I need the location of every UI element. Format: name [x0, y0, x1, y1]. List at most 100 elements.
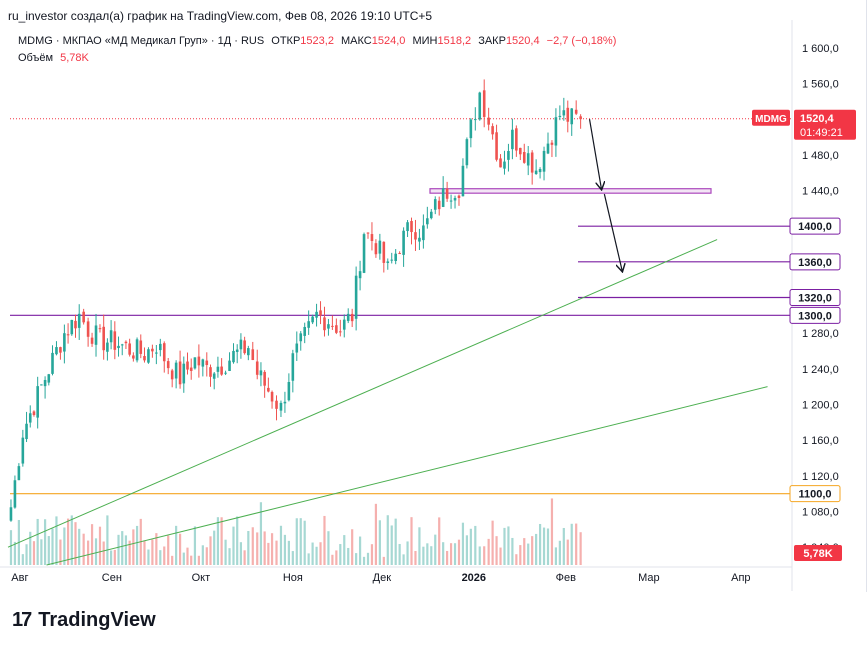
volume-bar [335, 550, 338, 565]
ticker-badge-label: MDMG [755, 114, 787, 125]
x-tick-label: Дек [373, 572, 392, 584]
volume-bar [570, 523, 573, 565]
volume-bar [323, 515, 326, 565]
tradingview-logo[interactable]: 17 TradingView [12, 609, 156, 631]
y-tick-label: 1 280,0 [802, 328, 839, 340]
level-badge-label: 1100,0 [798, 489, 831, 501]
volume-bar [171, 555, 174, 565]
tradingview-logo-icon: 17 [12, 608, 32, 631]
candle-body [511, 129, 514, 150]
candle-body [263, 371, 266, 386]
volume-bar [319, 542, 322, 565]
volume-bar [358, 536, 362, 565]
volume-bar [575, 523, 578, 565]
volume-bar [186, 547, 189, 565]
volume-bar [209, 536, 212, 565]
support-zone-rect[interactable] [429, 188, 712, 194]
volume-bar [499, 547, 502, 565]
volume-bar [106, 515, 109, 565]
candle-body [478, 92, 482, 120]
candle-body [94, 325, 98, 345]
candle-body [287, 381, 291, 401]
candle-body [25, 423, 28, 440]
projection-arrow[interactable] [588, 119, 602, 189]
candle-body [491, 126, 494, 135]
projection-arrow[interactable] [603, 193, 622, 271]
candle-body [474, 119, 477, 121]
volume-bar [43, 519, 47, 565]
projection-arrows[interactable] [588, 119, 623, 271]
close-value: 1520,4 [505, 35, 540, 47]
y-tick-label: 1 080,0 [802, 507, 839, 519]
candle-body [66, 334, 70, 336]
candle-body [394, 253, 397, 262]
candle-body [43, 379, 47, 387]
candle-body [55, 347, 58, 355]
volume-bar [315, 546, 318, 565]
volume-bar [25, 544, 28, 565]
volume-bar [487, 538, 490, 565]
volume-bar [193, 526, 197, 565]
candle-body [216, 366, 220, 372]
price-badge [794, 109, 856, 140]
high-label: МАКС [341, 35, 372, 47]
volume-bars [9, 498, 582, 565]
candle-body [295, 343, 299, 353]
candle-body [212, 373, 216, 379]
candle-body [426, 218, 429, 225]
support-zone[interactable] [429, 188, 712, 194]
volume-bar [299, 518, 302, 565]
volume-bar [418, 527, 421, 565]
volume-bar [394, 518, 397, 565]
drawing-lines[interactable] [7, 118, 792, 566]
volume-bar [495, 536, 498, 565]
candle-body [47, 374, 51, 383]
volume-bar [110, 550, 113, 565]
y-tick-label: 1 160,0 [802, 435, 839, 447]
x-tick-label: 2026 [462, 572, 486, 584]
candle-body [166, 361, 170, 369]
candle-body [70, 319, 74, 335]
volume-bar [247, 530, 250, 565]
y-tick-label: 1 240,0 [802, 364, 839, 376]
candle-body [9, 507, 13, 521]
volume-bar [197, 555, 200, 565]
candle-body [558, 115, 562, 118]
candle-body [197, 356, 201, 366]
trend-line[interactable] [46, 386, 768, 566]
volume-bar [446, 550, 449, 565]
volume-bar [132, 529, 135, 565]
candle-body [235, 349, 239, 352]
candle-body [414, 232, 417, 240]
candle-body [228, 360, 231, 372]
candle-body [32, 411, 36, 416]
candle-body [530, 152, 534, 173]
volume-bar [87, 540, 90, 565]
candle-body [17, 466, 21, 481]
y-tick-label: 1 480,0 [802, 150, 839, 162]
trend-line[interactable] [7, 239, 718, 548]
volume-bar [546, 528, 550, 565]
candle-body [303, 326, 306, 336]
candle-body [323, 317, 326, 331]
volume-bar [40, 539, 43, 565]
candle-body [159, 343, 162, 351]
candle-body [457, 195, 461, 199]
candle-body [178, 361, 182, 385]
candle-body [398, 253, 401, 255]
candle-body [28, 413, 32, 423]
price-badge-countdown: 01:49:21 [800, 127, 843, 139]
candle-body [98, 328, 102, 330]
volume-bar [523, 538, 526, 565]
volume-bar [474, 525, 477, 565]
volume-bar [159, 550, 162, 565]
candle-body [102, 326, 105, 351]
level-badge-label: 1320,0 [798, 293, 832, 305]
volume-bar [507, 526, 510, 565]
candle-body [117, 345, 120, 349]
candle-body [220, 366, 223, 375]
volume-bar [542, 527, 546, 565]
time-axis[interactable]: Авг Сен Окт Ноя Дек 2026 Фев Мар Апр [0, 566, 792, 584]
volume-bar [90, 524, 94, 565]
